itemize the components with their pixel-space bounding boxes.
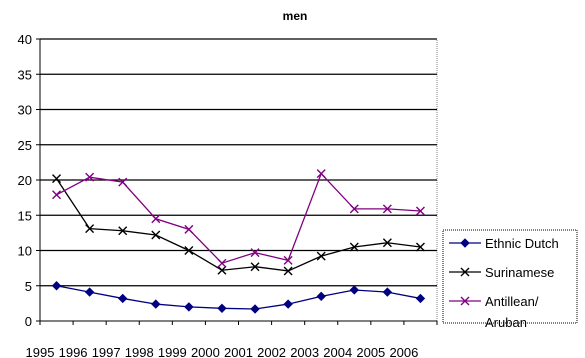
- legend-swatch-marker: [460, 296, 470, 306]
- x-tick-label: 2000: [191, 345, 220, 358]
- series-group: [51, 169, 426, 314]
- data-point: [184, 224, 194, 234]
- data-point: [85, 172, 95, 182]
- legend-label: Surinamese: [485, 265, 554, 280]
- data-point: [52, 174, 62, 184]
- data-point: [283, 266, 293, 276]
- gridlines: [39, 38, 438, 322]
- y-tick-label: 0: [25, 314, 32, 329]
- legend-item: Ethnic Dutch: [449, 236, 559, 251]
- data-point: [151, 299, 161, 309]
- data-point: [250, 304, 260, 314]
- data-point: [51, 281, 62, 291]
- data-point: [184, 246, 194, 255]
- data-point: [349, 242, 359, 252]
- data-point: [151, 214, 161, 224]
- y-tick-label: 5: [25, 279, 32, 294]
- data-point: [316, 291, 326, 302]
- data-point: [250, 248, 260, 258]
- y-tick-label: 40: [18, 32, 32, 47]
- series-antillean-aruban: [52, 169, 425, 268]
- data-point: [316, 169, 326, 179]
- y-tick-label: 25: [18, 138, 32, 153]
- y-tick-label: 35: [18, 67, 32, 82]
- data-point: [382, 287, 393, 297]
- data-point: [217, 265, 227, 275]
- data-point: [151, 230, 161, 240]
- data-point: [382, 238, 392, 248]
- data-point: [118, 226, 128, 236]
- legend: Ethnic Dutch Surinamese Antillean/Aruban: [442, 229, 578, 330]
- data-point: [118, 293, 128, 304]
- data-point: [349, 285, 359, 295]
- data-point: [415, 242, 425, 252]
- data-point: [415, 293, 426, 304]
- data-point: [316, 251, 326, 261]
- data-point: [52, 190, 62, 200]
- data-point: [283, 299, 293, 309]
- x-tick-label: 2003: [290, 345, 319, 358]
- legend-label: Ethnic Dutch: [485, 236, 559, 251]
- x-tick-label: 2006: [389, 345, 418, 358]
- data-point: [349, 204, 359, 214]
- series-line: [56, 285, 421, 310]
- y-tick-label: 15: [18, 208, 32, 223]
- legend-label: Aruban: [485, 315, 527, 330]
- x-tick-label: 2001: [224, 345, 253, 358]
- data-point: [217, 258, 227, 268]
- data-point: [415, 206, 425, 216]
- x-tick-label: 1996: [59, 345, 88, 358]
- data-point: [85, 224, 95, 234]
- data-point: [84, 287, 95, 297]
- y-tick-labels: 0 5 10 15 20 25 30 35 40: [18, 32, 32, 329]
- x-tick-label: 1997: [92, 345, 121, 358]
- series-ethnic-dutch: [51, 281, 426, 314]
- legend-item: Antillean/Aruban: [449, 294, 539, 330]
- x-tick-label: 1999: [158, 345, 187, 358]
- series-line: [56, 172, 421, 264]
- x-tick-label: 1995: [26, 345, 55, 358]
- y-tick-label: 30: [18, 103, 32, 118]
- legend-swatch-marker: [460, 238, 470, 248]
- series-line: [55, 178, 421, 272]
- data-point: [118, 177, 128, 187]
- x-tick-label: 2002: [257, 345, 286, 358]
- x-tick-label: 1998: [125, 345, 154, 358]
- data-point: [217, 303, 227, 314]
- x-tick-labels: 1995 1996 1997 1998 1999 2000 2001 2002 2003 2004…: [26, 345, 419, 358]
- data-point: [382, 204, 392, 214]
- data-point: [184, 302, 194, 312]
- data-point: [250, 262, 260, 272]
- x-tick-label: 2004: [323, 345, 352, 358]
- legend-swatch-marker: [460, 267, 470, 277]
- legend-item: Surinamese: [449, 265, 554, 280]
- y-tick-label: 10: [18, 244, 32, 259]
- chart-title: men: [283, 9, 308, 23]
- legend-label: Antillean/: [485, 294, 539, 309]
- data-point: [283, 255, 293, 265]
- x-tick-label: 2005: [356, 345, 385, 358]
- series-surinamese: [52, 174, 425, 276]
- y-tick-label: 20: [18, 173, 32, 188]
- axes: [36, 38, 438, 325]
